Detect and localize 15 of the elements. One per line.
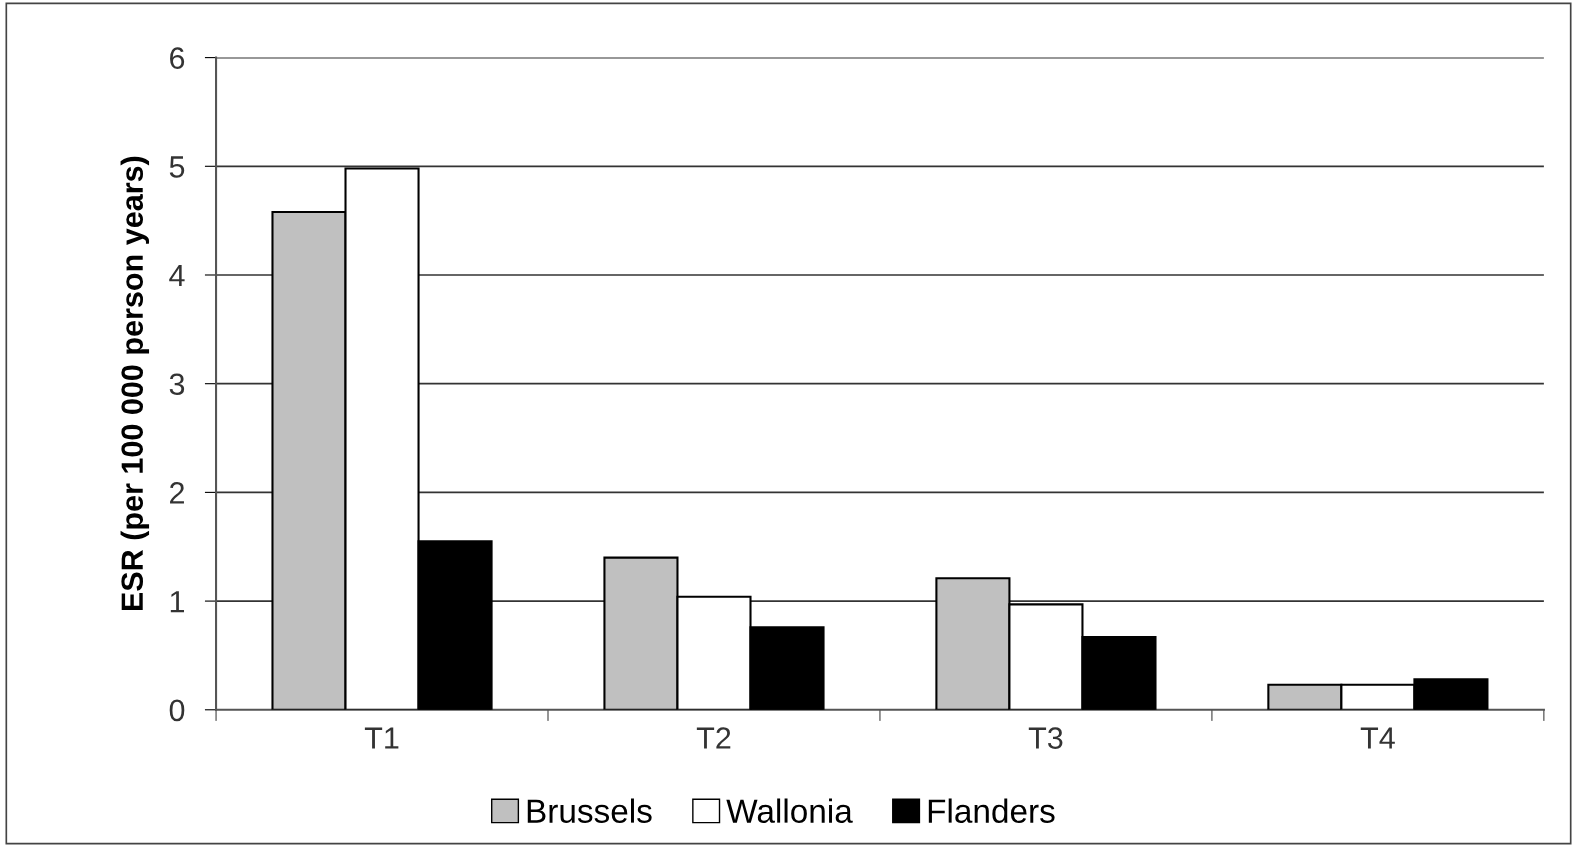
x-tick-label: T2	[696, 727, 731, 749]
y-axis-title: ESR (per 100 000 person years)	[120, 156, 150, 611]
y-tick-label: 1	[170, 591, 184, 613]
y-tick-label: 3	[169, 373, 185, 396]
x-tick-label: T1	[364, 727, 399, 749]
legend-label: Wallonia	[726, 798, 853, 823]
legend-label: Flanders	[928, 798, 1055, 823]
y-tick-label: 2	[170, 482, 184, 504]
y-tick-label: 6	[170, 47, 185, 69]
y-tick-label: 0	[169, 699, 185, 722]
y-tick-label: 5	[169, 156, 185, 178]
legend-label: Brussels	[527, 798, 652, 823]
x-tick-label: T4	[1360, 727, 1395, 749]
x-tick-label: T3	[1028, 727, 1063, 749]
y-tick-label: 4	[169, 265, 185, 287]
